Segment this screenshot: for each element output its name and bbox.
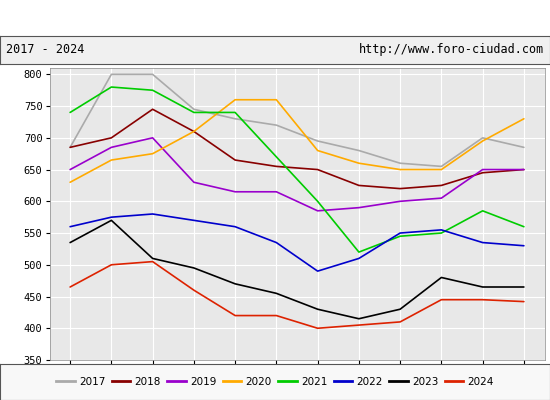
Text: 2017 - 2024: 2017 - 2024 (6, 44, 84, 56)
Text: http://www.foro-ciudad.com: http://www.foro-ciudad.com (359, 44, 544, 56)
Text: Evolucion del paro registrado en Cangas del Narcea: Evolucion del paro registrado en Cangas … (65, 11, 485, 25)
Legend: 2017, 2018, 2019, 2020, 2021, 2022, 2023, 2024: 2017, 2018, 2019, 2020, 2021, 2022, 2023… (52, 373, 498, 391)
